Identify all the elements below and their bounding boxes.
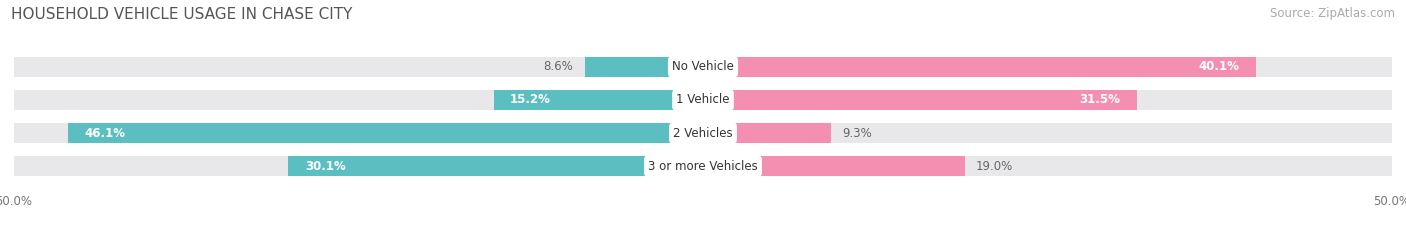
Text: 3 or more Vehicles: 3 or more Vehicles: [648, 160, 758, 173]
Bar: [14, 123, 1392, 143]
Text: 31.5%: 31.5%: [1080, 93, 1121, 106]
Bar: [585, 57, 703, 77]
Bar: [703, 156, 965, 176]
Text: 1 Vehicle: 1 Vehicle: [676, 93, 730, 106]
Text: 2 Vehicles: 2 Vehicles: [673, 127, 733, 140]
Text: Source: ZipAtlas.com: Source: ZipAtlas.com: [1270, 7, 1395, 20]
Text: 40.1%: 40.1%: [1198, 60, 1239, 73]
Bar: [288, 156, 703, 176]
Text: 9.3%: 9.3%: [842, 127, 872, 140]
Text: 8.6%: 8.6%: [544, 60, 574, 73]
Bar: [67, 123, 703, 143]
Text: 19.0%: 19.0%: [976, 160, 1014, 173]
Text: No Vehicle: No Vehicle: [672, 60, 734, 73]
Bar: [703, 90, 1137, 110]
Bar: [14, 90, 1392, 110]
Bar: [703, 57, 1256, 77]
Text: 30.1%: 30.1%: [305, 160, 346, 173]
Bar: [14, 156, 1392, 176]
Bar: [14, 57, 1392, 77]
Text: HOUSEHOLD VEHICLE USAGE IN CHASE CITY: HOUSEHOLD VEHICLE USAGE IN CHASE CITY: [11, 7, 353, 22]
Text: 15.2%: 15.2%: [510, 93, 551, 106]
Bar: [703, 123, 831, 143]
Text: 46.1%: 46.1%: [84, 127, 125, 140]
Bar: [494, 90, 703, 110]
